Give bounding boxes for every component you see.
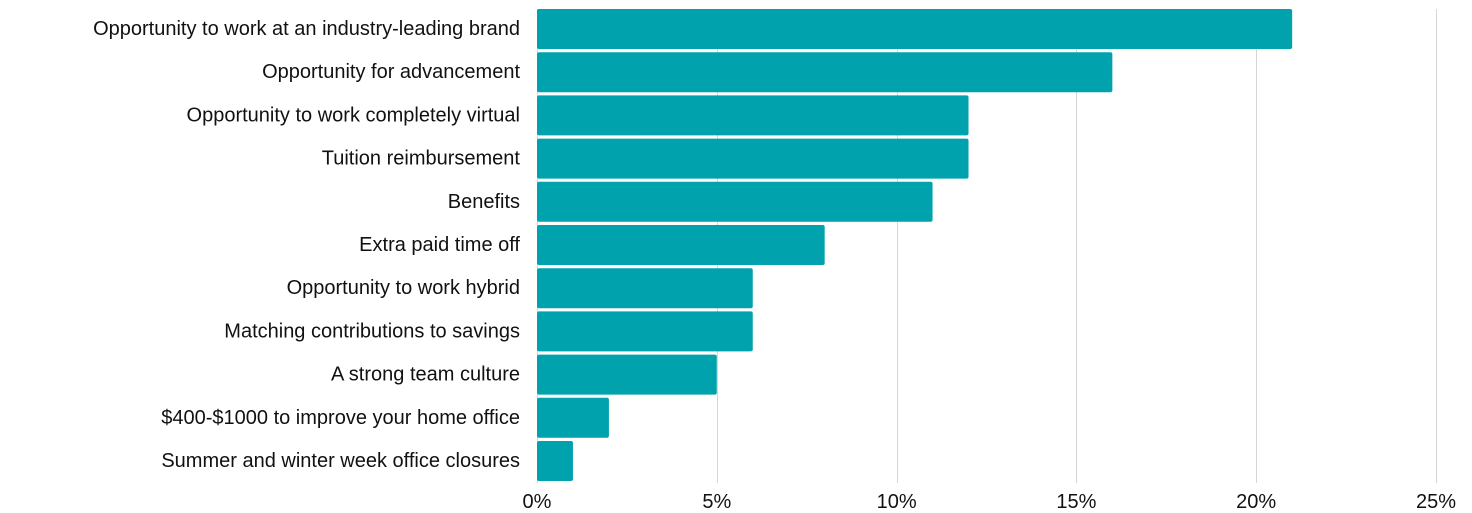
bar — [537, 397, 609, 438]
bar — [537, 138, 969, 179]
category-label: Tuition reimbursement — [322, 148, 521, 170]
bar — [537, 441, 573, 481]
x-tick-label: 10% — [877, 491, 917, 513]
category-label: A strong team culture — [331, 364, 520, 386]
category-label: Benefits — [448, 191, 520, 213]
bar — [537, 225, 825, 265]
category-label: Opportunity to work hybrid — [287, 277, 520, 299]
bars — [537, 9, 1293, 481]
bar — [537, 354, 717, 395]
x-tick-label: 15% — [1056, 491, 1096, 513]
bar — [537, 95, 969, 136]
x-tick-label: 20% — [1236, 491, 1276, 513]
category-label: Extra paid time off — [359, 234, 520, 256]
x-tick-label: 25% — [1416, 491, 1456, 513]
category-labels: Opportunity to work at an industry-leadi… — [93, 18, 520, 472]
bar — [537, 181, 933, 222]
category-label: Opportunity to work at an industry-leadi… — [93, 18, 520, 40]
category-label: $400-$1000 to improve your home office — [161, 407, 520, 429]
bar — [537, 268, 753, 309]
x-axis-tick-labels: 0% 5% 10% 15% 20% 25% — [523, 491, 1457, 513]
category-label: Opportunity to work completely virtual — [187, 104, 520, 126]
category-label: Summer and winter week office closures — [161, 450, 520, 472]
x-tick-label: 5% — [702, 491, 731, 513]
x-tick-label: 0% — [523, 491, 552, 513]
bar — [537, 311, 753, 352]
category-label: Opportunity for advancement — [262, 61, 520, 83]
category-label: Matching contributions to savings — [224, 320, 520, 342]
bar — [537, 52, 1113, 93]
bar — [537, 9, 1293, 49]
